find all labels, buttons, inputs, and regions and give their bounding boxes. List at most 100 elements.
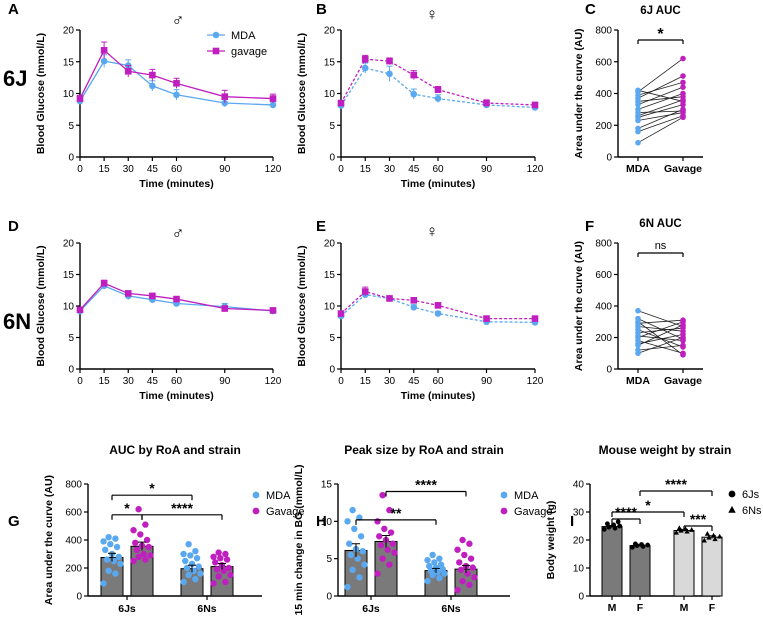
data-point-gavage [100,47,108,54]
bar-6js [601,526,623,597]
data-point [356,514,363,521]
data-point-gavage [680,328,686,335]
data-point [356,574,363,581]
data-point [227,571,234,579]
data-point-gavage [221,305,229,312]
x-tick-label: 120 [265,376,282,387]
row-label-6n: 6N [3,309,31,334]
legend-label: Gavage [266,506,305,518]
data-point [457,566,465,574]
data-point [454,546,461,553]
data-point-gavage [680,336,686,342]
y-tick-label: 5 [329,121,335,132]
y-tick-label: 10 [573,564,585,575]
pair-line [637,319,684,324]
y-tick-label: 10 [324,89,336,100]
y-tick-label: 20 [324,26,336,37]
row-label-6j: 6J [3,66,27,91]
y-tick-label: 400 [595,302,612,313]
y-tick-label: 200 [65,564,82,575]
y-tick-label: 5 [68,121,74,132]
data-point [426,562,433,570]
data-point [429,551,436,559]
data-point-gavage [173,80,180,87]
significance-label: ** [391,505,402,521]
data-point-mda [410,90,418,98]
data-point [717,533,723,539]
y-tick-label: 800 [595,239,612,250]
y-tick-label: 20 [63,239,75,250]
legend-label: MDA [231,30,256,42]
data-point [142,521,149,528]
data-point [215,549,222,556]
x-tick-label: 0 [77,164,83,175]
data-point [130,527,137,534]
y-tick-label: 800 [595,26,612,37]
x-axis-label: Time (minutes) [139,178,213,190]
significance-label: * [124,500,130,516]
data-point-gavage [434,86,442,93]
pair-line [637,321,684,356]
data-point-gavage [680,93,686,100]
x-tick-label: 45 [147,376,159,387]
y-tick-label: 0 [578,592,584,603]
data-point-gavage [269,95,277,102]
data-point [217,555,224,562]
data-point [212,559,219,566]
pair-line [637,109,684,129]
data-point [180,578,187,586]
legend-marker [728,505,736,513]
data-point-gavage [337,99,345,107]
pair-line [637,110,684,113]
data-point [197,570,204,577]
legend-marker [500,491,508,499]
x-axis-label: Time (minutes) [401,178,475,190]
y-tick-label: 0 [606,153,612,164]
data-point [461,551,468,559]
data-point [454,586,461,594]
data-point-mda [361,64,369,72]
data-point-mda [434,310,442,317]
legend-marker [728,490,736,498]
category-label: M [680,602,689,614]
panel-C: C 6J AUC 0 200 400 600 800 Area under the curve… [573,1,703,175]
y-axis-label: Area under the curve (AU) [573,241,585,371]
x-axis-label: Time (minutes) [139,390,213,402]
y-tick-label: 15 [63,57,75,68]
data-point [222,578,229,586]
significance-label: **** [665,476,687,492]
x-tick-label: 45 [147,164,159,175]
data-point [223,556,231,563]
category-label: M [608,602,617,614]
data-point [464,570,471,577]
data-point [379,555,386,562]
data-point [145,543,152,551]
x-tick-label: 0 [338,376,344,387]
panel-G: G AUC by RoA and strain 0 200 400 600 800 Area … [8,443,305,615]
data-point [629,544,635,550]
data-point-gavage [361,55,369,63]
x-tick-label: 45 [408,164,420,175]
panel-A: A ♂ 0 5 10 15 20 Blood Glucose (mmol/L) 0 15 30 45 6… [8,1,282,190]
y-tick-label: 30 [573,508,585,519]
data-point [142,556,149,563]
y-tick-label: 10 [324,302,336,313]
data-point-gavage [680,98,686,105]
data-point [354,555,361,562]
legend-marker [212,31,220,39]
x-tick-label: 15 [99,376,111,387]
y-tick-label: 600 [65,508,82,519]
x-tick-label: 60 [432,164,444,175]
data-point [100,580,107,587]
data-point-gavage [680,323,686,330]
data-point-gavage [680,108,686,114]
data-point-gavage [149,292,156,300]
data-point-mda [173,91,180,99]
sex-symbol: ♀ [426,5,439,24]
data-point [379,492,386,499]
pair-line [637,96,684,102]
data-point [459,577,466,585]
data-point-gavage [221,93,229,100]
data-point [137,531,144,538]
data-point [701,537,707,543]
